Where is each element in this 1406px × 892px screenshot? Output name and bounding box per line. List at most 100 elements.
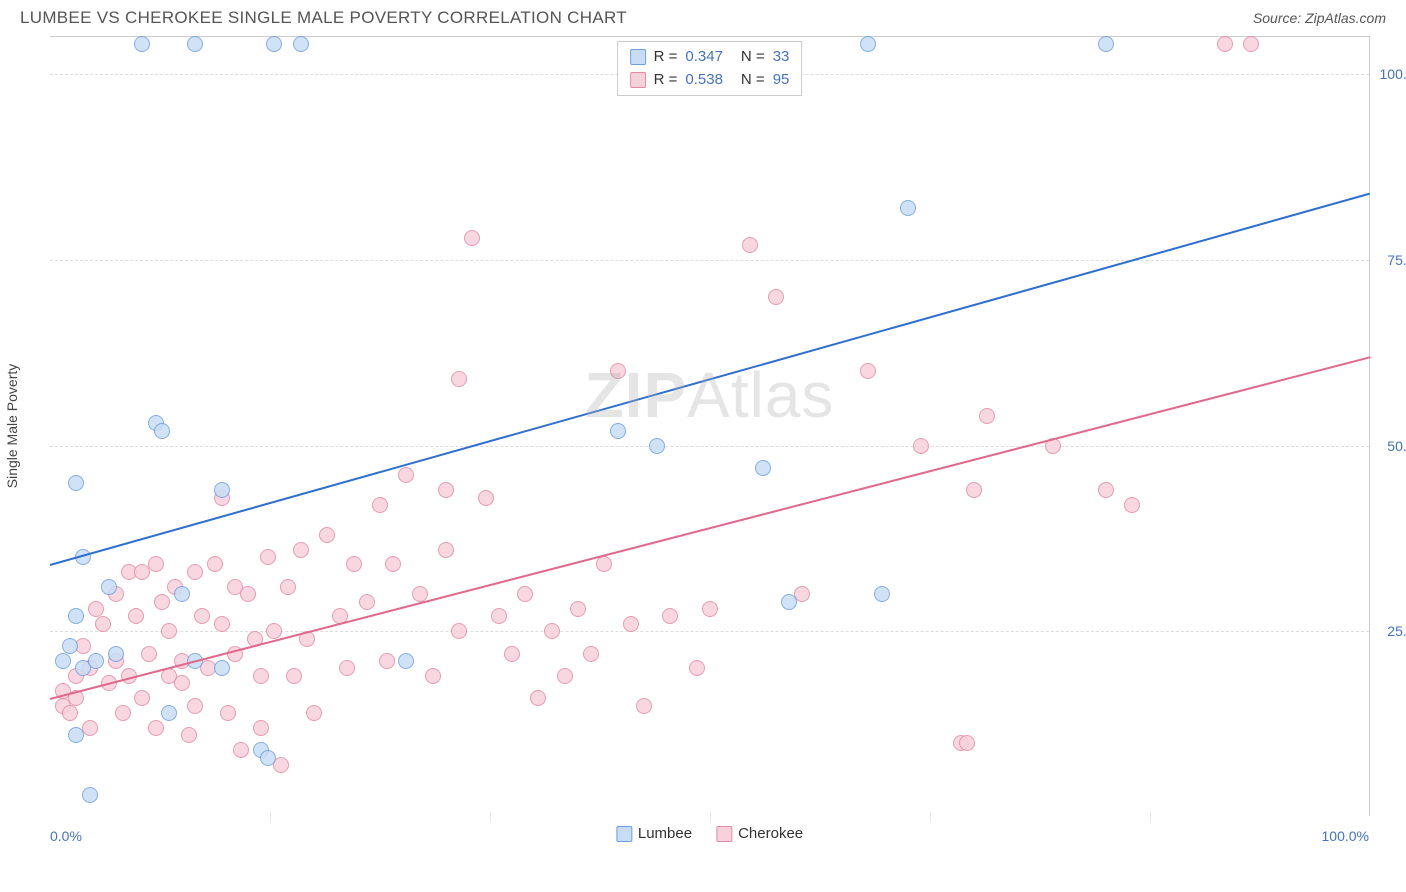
data-point-cherokee (359, 594, 375, 610)
data-point-cherokee (623, 616, 639, 632)
data-point-cherokee (689, 660, 705, 676)
data-point-cherokee (966, 482, 982, 498)
data-point-cherokee (174, 675, 190, 691)
data-point-cherokee (280, 579, 296, 595)
data-point-cherokee (438, 542, 454, 558)
x-tick-max: 100.0% (1322, 828, 1369, 844)
data-point-cherokee (148, 720, 164, 736)
data-point-cherokee (504, 646, 520, 662)
regression-line-lumbee (50, 193, 1371, 566)
data-point-cherokee (88, 601, 104, 617)
source-attribution: Source: ZipAtlas.com (1253, 10, 1386, 26)
legend-stats-row-cherokee: R = 0.538 N = 95 (630, 69, 790, 92)
data-point-cherokee (134, 690, 150, 706)
square-icon (630, 72, 646, 88)
data-point-lumbee (82, 787, 98, 803)
data-point-cherokee (557, 668, 573, 684)
gridline-v (710, 812, 711, 822)
data-point-cherokee (425, 668, 441, 684)
data-point-cherokee (339, 660, 355, 676)
data-point-lumbee (101, 579, 117, 595)
gridline-h (50, 631, 1369, 632)
data-point-cherokee (478, 490, 494, 506)
data-point-cherokee (438, 482, 454, 498)
data-point-cherokee (610, 363, 626, 379)
data-point-lumbee (293, 36, 309, 52)
data-point-cherokee (517, 586, 533, 602)
data-point-cherokee (253, 668, 269, 684)
data-point-cherokee (1098, 482, 1114, 498)
data-point-lumbee (214, 482, 230, 498)
data-point-cherokee (260, 549, 276, 565)
data-point-lumbee (154, 423, 170, 439)
data-point-cherokee (742, 237, 758, 253)
data-point-cherokee (253, 720, 269, 736)
data-point-cherokee (860, 363, 876, 379)
data-point-cherokee (372, 497, 388, 513)
data-point-cherokee (95, 616, 111, 632)
y-tick-label: 50.0% (1387, 438, 1406, 454)
data-point-lumbee (900, 200, 916, 216)
data-point-cherokee (702, 601, 718, 617)
data-point-cherokee (1124, 497, 1140, 513)
data-point-cherokee (306, 705, 322, 721)
data-point-lumbee (174, 586, 190, 602)
data-point-cherokee (187, 698, 203, 714)
data-point-lumbee (68, 608, 84, 624)
data-point-cherokee (240, 586, 256, 602)
data-point-lumbee (55, 653, 71, 669)
data-point-lumbee (108, 646, 124, 662)
data-point-cherokee (398, 467, 414, 483)
data-point-cherokee (662, 608, 678, 624)
data-point-cherokee (233, 742, 249, 758)
data-point-lumbee (62, 638, 78, 654)
data-point-cherokee (530, 690, 546, 706)
data-point-lumbee (88, 653, 104, 669)
data-point-lumbee (874, 586, 890, 602)
data-point-lumbee (781, 594, 797, 610)
data-point-cherokee (286, 668, 302, 684)
y-tick-label: 75.0% (1387, 252, 1406, 268)
square-icon (630, 49, 646, 65)
legend-stats: R = 0.347 N = 33 R = 0.538 N = 95 (617, 41, 803, 96)
y-tick-label: 25.0% (1387, 623, 1406, 639)
y-tick-label: 100.0% (1380, 66, 1406, 82)
gridline-v (1150, 812, 1151, 822)
data-point-lumbee (68, 727, 84, 743)
data-point-cherokee (194, 608, 210, 624)
data-point-lumbee (649, 438, 665, 454)
x-tick-min: 0.0% (50, 828, 82, 844)
data-point-cherokee (1217, 36, 1233, 52)
header: LUMBEE VS CHEROKEE SINGLE MALE POVERTY C… (0, 0, 1406, 32)
data-point-cherokee (464, 230, 480, 246)
data-point-cherokee (115, 705, 131, 721)
data-point-cherokee (181, 727, 197, 743)
data-point-lumbee (266, 36, 282, 52)
gridline-v (930, 812, 931, 822)
data-point-cherokee (207, 556, 223, 572)
data-point-cherokee (346, 556, 362, 572)
data-point-cherokee (62, 705, 78, 721)
data-point-cherokee (128, 608, 144, 624)
data-point-lumbee (68, 475, 84, 491)
regression-line-cherokee (50, 356, 1370, 700)
data-point-cherokee (187, 564, 203, 580)
data-point-lumbee (610, 423, 626, 439)
data-point-cherokee (379, 653, 395, 669)
chart-title: LUMBEE VS CHEROKEE SINGLE MALE POVERTY C… (20, 8, 627, 28)
legend-item-cherokee: Cherokee (716, 825, 803, 842)
data-point-cherokee (141, 646, 157, 662)
data-point-cherokee (266, 623, 282, 639)
legend-stats-row-lumbee: R = 0.347 N = 33 (630, 46, 790, 69)
data-point-cherokee (451, 623, 467, 639)
data-point-cherokee (451, 371, 467, 387)
data-point-cherokee (220, 705, 236, 721)
data-point-cherokee (154, 594, 170, 610)
data-point-cherokee (385, 556, 401, 572)
source-link[interactable]: ZipAtlas.com (1305, 10, 1386, 26)
data-point-lumbee (214, 660, 230, 676)
data-point-cherokee (570, 601, 586, 617)
data-point-lumbee (260, 750, 276, 766)
data-point-cherokee (148, 556, 164, 572)
data-point-lumbee (755, 460, 771, 476)
